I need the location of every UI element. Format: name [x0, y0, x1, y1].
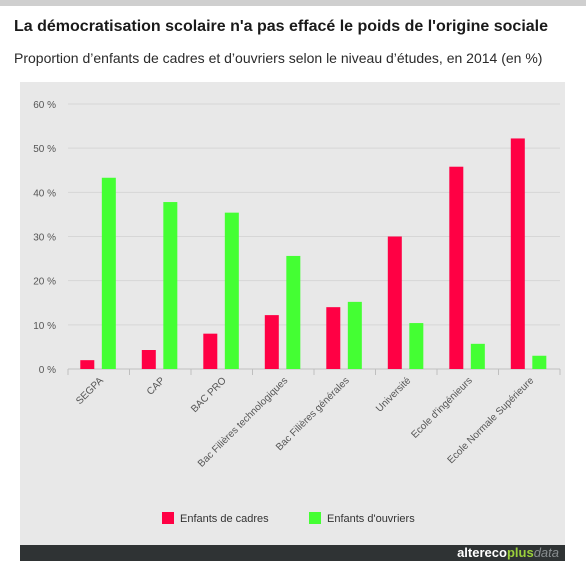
chart-title: La démocratisation scolaire n'a pas effa…: [14, 18, 549, 35]
legend-label: Enfants de cadres: [180, 513, 269, 525]
x-tick-label: CAP: [145, 375, 168, 398]
brand-part-3: data: [533, 545, 559, 560]
bar-ouvriers: [532, 355, 547, 369]
x-tick-label: Université: [374, 375, 414, 415]
x-tick-label: BAC PRO: [189, 375, 229, 415]
y-tick-label: 30 %: [33, 233, 56, 244]
brand-part-1: altereco: [457, 545, 507, 560]
y-tick-label: 50 %: [33, 144, 56, 155]
footer-bar: alterecoplusdata: [20, 545, 565, 561]
bar-cadres: [80, 360, 95, 369]
bar-ouvriers: [470, 343, 485, 369]
bar-ouvriers: [101, 177, 116, 369]
bar-cadres: [141, 350, 156, 369]
bar-cadres: [449, 166, 464, 369]
bar-ouvriers: [409, 323, 424, 369]
bar-cadres: [203, 333, 218, 369]
bar-ouvriers: [163, 202, 178, 369]
bar-cadres: [510, 138, 525, 369]
legend-swatch: [309, 512, 321, 524]
brand-part-2: plus: [506, 545, 534, 560]
chart-subtitle: Proportion d’enfants de cadres et d’ouvr…: [14, 50, 543, 66]
bar-cadres: [326, 307, 341, 369]
x-tick-label: SEGPA: [74, 375, 106, 407]
x-tick-label: Ecole d'ingénieurs: [409, 375, 474, 440]
bar-cadres: [264, 315, 279, 369]
brand-logo: alterecoplusdata: [457, 545, 559, 561]
bar-cadres: [387, 236, 402, 369]
y-tick-label: 40 %: [33, 188, 56, 199]
y-tick-label: 0 %: [39, 365, 56, 376]
legend-swatch: [162, 512, 174, 524]
bar-ouvriers: [286, 255, 301, 369]
bar-ouvriers: [347, 301, 362, 369]
y-tick-label: 60 %: [33, 100, 56, 111]
legend-label: Enfants d'ouvriers: [327, 513, 415, 525]
bar-chart: 0 % 10 % 20 % 30 % 40 % 50 % 60 % SEGPA CAP BAC P…: [33, 100, 561, 525]
y-tick-label: 20 %: [33, 277, 56, 288]
chart-panel: 0 % 10 % 20 % 30 % 40 % 50 % 60 % SEGPA CAP BAC P…: [20, 82, 565, 561]
top-rule: [0, 0, 586, 6]
bar-ouvriers: [224, 212, 239, 369]
y-tick-label: 10 %: [33, 321, 56, 332]
